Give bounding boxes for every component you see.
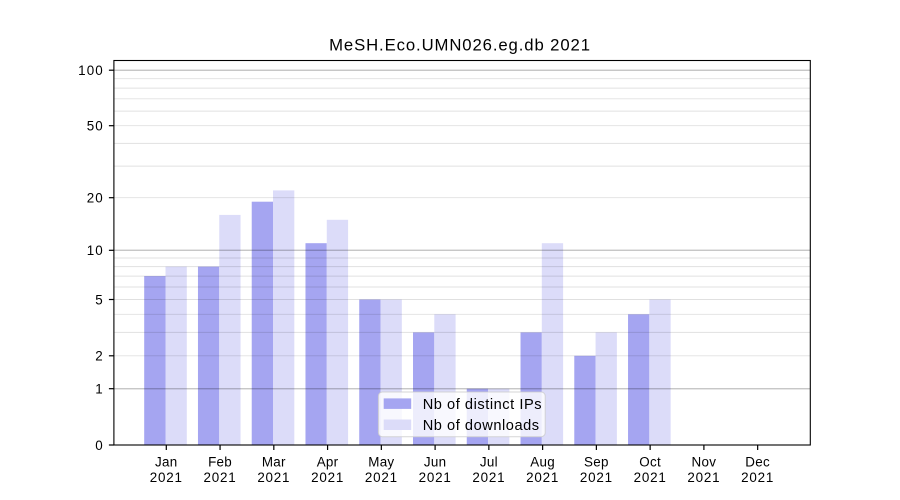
svg-text:2021: 2021 bbox=[311, 470, 344, 485]
svg-text:2021: 2021 bbox=[150, 470, 183, 485]
svg-text:Nb of downloads: Nb of downloads bbox=[423, 418, 540, 434]
svg-text:50: 50 bbox=[87, 119, 104, 134]
svg-text:Aug: Aug bbox=[530, 454, 555, 469]
svg-text:Oct: Oct bbox=[639, 454, 661, 469]
svg-text:Feb: Feb bbox=[208, 454, 232, 469]
svg-text:Mar: Mar bbox=[262, 454, 286, 469]
svg-text:0: 0 bbox=[95, 438, 104, 453]
svg-text:Jan: Jan bbox=[155, 454, 178, 469]
svg-text:May: May bbox=[368, 454, 394, 469]
svg-text:2021: 2021 bbox=[204, 470, 237, 485]
svg-text:MeSH.Eco.UMN026.eg.db 2021: MeSH.Eco.UMN026.eg.db 2021 bbox=[329, 36, 591, 55]
svg-text:Nov: Nov bbox=[692, 454, 717, 469]
svg-text:20: 20 bbox=[87, 191, 104, 206]
svg-text:2021: 2021 bbox=[580, 470, 613, 485]
svg-text:Nb of distinct IPs: Nb of distinct IPs bbox=[423, 397, 542, 413]
svg-text:2021: 2021 bbox=[634, 470, 667, 485]
svg-text:2021: 2021 bbox=[687, 470, 720, 485]
svg-text:2021: 2021 bbox=[741, 470, 774, 485]
svg-text:1: 1 bbox=[95, 382, 104, 397]
svg-text:2021: 2021 bbox=[365, 470, 398, 485]
svg-text:2021: 2021 bbox=[526, 470, 559, 485]
svg-text:2021: 2021 bbox=[472, 470, 505, 485]
svg-text:Jun: Jun bbox=[424, 454, 447, 469]
svg-text:100: 100 bbox=[78, 63, 104, 78]
svg-text:Sep: Sep bbox=[584, 454, 609, 469]
svg-text:2021: 2021 bbox=[419, 470, 452, 485]
svg-text:2: 2 bbox=[95, 349, 104, 364]
svg-text:2021: 2021 bbox=[257, 470, 290, 485]
svg-text:10: 10 bbox=[87, 243, 104, 258]
svg-text:5: 5 bbox=[95, 292, 104, 307]
svg-text:Dec: Dec bbox=[745, 454, 770, 469]
svg-text:Jul: Jul bbox=[480, 454, 498, 469]
svg-text:Apr: Apr bbox=[317, 454, 339, 469]
